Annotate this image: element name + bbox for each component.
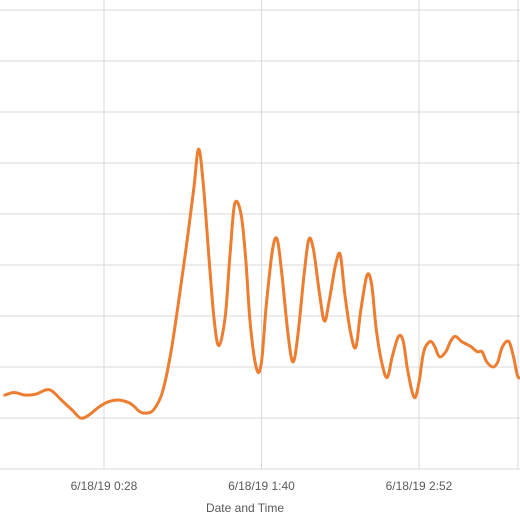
x-axis-tick-labels: 6/18/19 0:28 6/18/19 1:40 6/18/19 2:52	[71, 479, 453, 493]
series-line	[3, 147, 520, 420]
x-tick-label: 6/18/19 1:40	[228, 479, 295, 493]
vertical-gridlines	[103, 0, 519, 469]
x-tick-label: 6/18/19 0:28	[71, 479, 138, 493]
x-tick-label: 6/18/19 2:52	[386, 479, 453, 493]
x-axis-title: Date and Time	[206, 501, 284, 515]
horizontal-gridlines	[0, 9, 520, 419]
